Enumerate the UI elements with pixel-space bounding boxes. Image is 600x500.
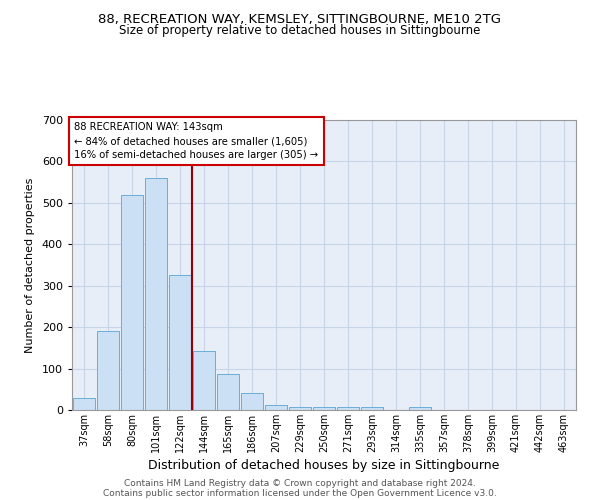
Bar	[217, 374, 239, 410]
Text: Contains HM Land Registry data © Crown copyright and database right 2024.: Contains HM Land Registry data © Crown c…	[124, 478, 476, 488]
Text: 88, RECREATION WAY, KEMSLEY, SITTINGBOURNE, ME10 2TG: 88, RECREATION WAY, KEMSLEY, SITTINGBOUR…	[98, 12, 502, 26]
Text: Contains public sector information licensed under the Open Government Licence v3: Contains public sector information licen…	[103, 488, 497, 498]
Bar	[121, 194, 143, 410]
Bar	[289, 406, 311, 410]
Bar	[73, 398, 95, 410]
Bar	[145, 178, 167, 410]
Bar	[265, 404, 287, 410]
X-axis label: Distribution of detached houses by size in Sittingbourne: Distribution of detached houses by size …	[148, 459, 500, 472]
Bar	[313, 406, 335, 410]
Bar	[97, 332, 119, 410]
Bar	[193, 351, 215, 410]
Bar	[361, 406, 383, 410]
Bar	[337, 406, 359, 410]
Bar	[409, 407, 431, 410]
Y-axis label: Number of detached properties: Number of detached properties	[25, 178, 35, 352]
Bar	[169, 276, 191, 410]
Text: 88 RECREATION WAY: 143sqm
← 84% of detached houses are smaller (1,605)
16% of se: 88 RECREATION WAY: 143sqm ← 84% of detac…	[74, 122, 319, 160]
Text: Size of property relative to detached houses in Sittingbourne: Size of property relative to detached ho…	[119, 24, 481, 37]
Bar	[241, 394, 263, 410]
